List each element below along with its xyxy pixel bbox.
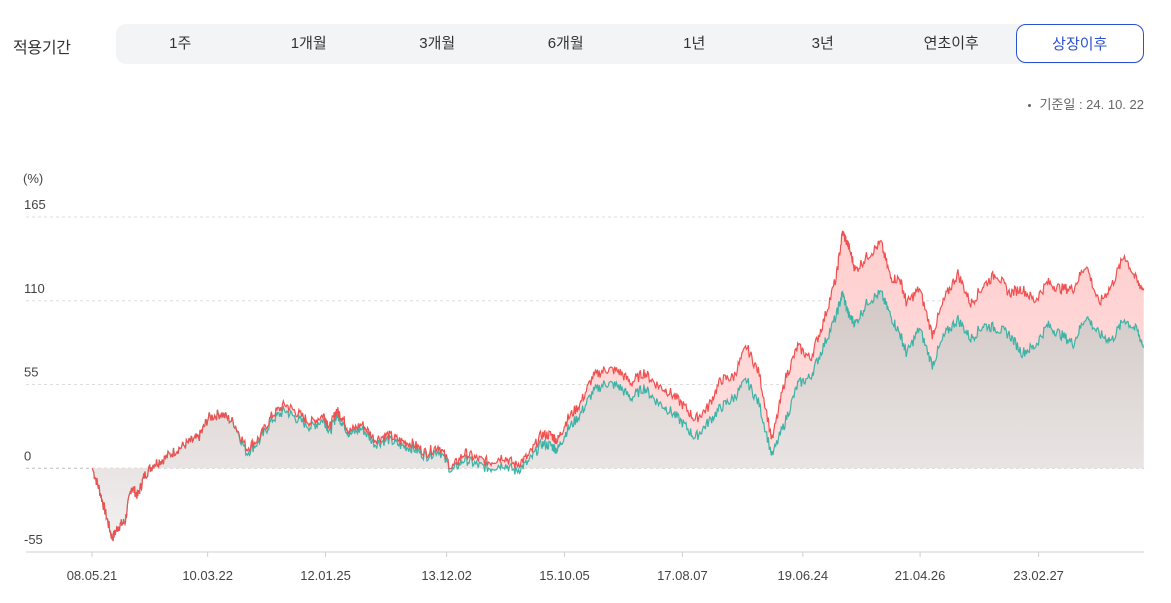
series-teal-area bbox=[92, 290, 1144, 541]
period-option-2[interactable]: 3개월 bbox=[419, 35, 456, 52]
period-option-4[interactable]: 1년 bbox=[683, 35, 706, 52]
period-option-0[interactable]: 1주 bbox=[169, 35, 192, 52]
period-option-3[interactable]: 6개월 bbox=[547, 35, 584, 52]
x-tick-label: 19.06.24 bbox=[778, 568, 829, 583]
x-tick-label: 10.03.22 bbox=[182, 568, 233, 583]
period-option-1[interactable]: 1개월 bbox=[290, 35, 327, 52]
x-tick-label: 13.12.02 bbox=[421, 568, 472, 583]
x-tick-label: 08.05.21 bbox=[67, 568, 118, 583]
x-tick-label: 12.01.25 bbox=[300, 568, 351, 583]
y-unit-label: (%) bbox=[23, 171, 43, 186]
performance-chart: (%) 165 110 55 0 -55 08.05.21 10.03.22 12.01.25 1… bbox=[23, 171, 1145, 583]
y-tick-label: 165 bbox=[24, 197, 46, 212]
base-date-text: 기준일 : 24. 10. 22 bbox=[1039, 97, 1144, 112]
period-option-5[interactable]: 3년 bbox=[811, 35, 834, 52]
x-tick-label: 23.02.27 bbox=[1013, 568, 1064, 583]
period-option-6[interactable]: 연초이후 bbox=[923, 35, 979, 52]
period-label: 적용기간 bbox=[13, 40, 71, 57]
base-date: 기준일 : 24. 10. 22 bbox=[1028, 94, 1144, 113]
x-tick-label: 21.04.26 bbox=[895, 568, 946, 583]
y-tick-label: 110 bbox=[24, 281, 45, 296]
series-red-line bbox=[91, 230, 1145, 542]
y-tick-label: 55 bbox=[24, 365, 38, 380]
x-tick-label: 17.08.07 bbox=[657, 568, 708, 583]
period-option-7[interactable]: 상장이후 bbox=[1015, 24, 1144, 63]
bullet-icon bbox=[1028, 104, 1032, 108]
y-tick-label: -55 bbox=[24, 532, 43, 547]
y-tick-label: 0 bbox=[24, 448, 31, 463]
period-segmented-control: 1주 1개월 3개월 6개월 1년 3년 연초이후 상장이후 bbox=[116, 24, 1144, 64]
x-tick-label: 15.10.05 bbox=[539, 568, 590, 583]
period-selector: 적용기간 1주 1개월 3개월 6개월 1년 3년 연초이후 상장이후 bbox=[0, 22, 1171, 66]
